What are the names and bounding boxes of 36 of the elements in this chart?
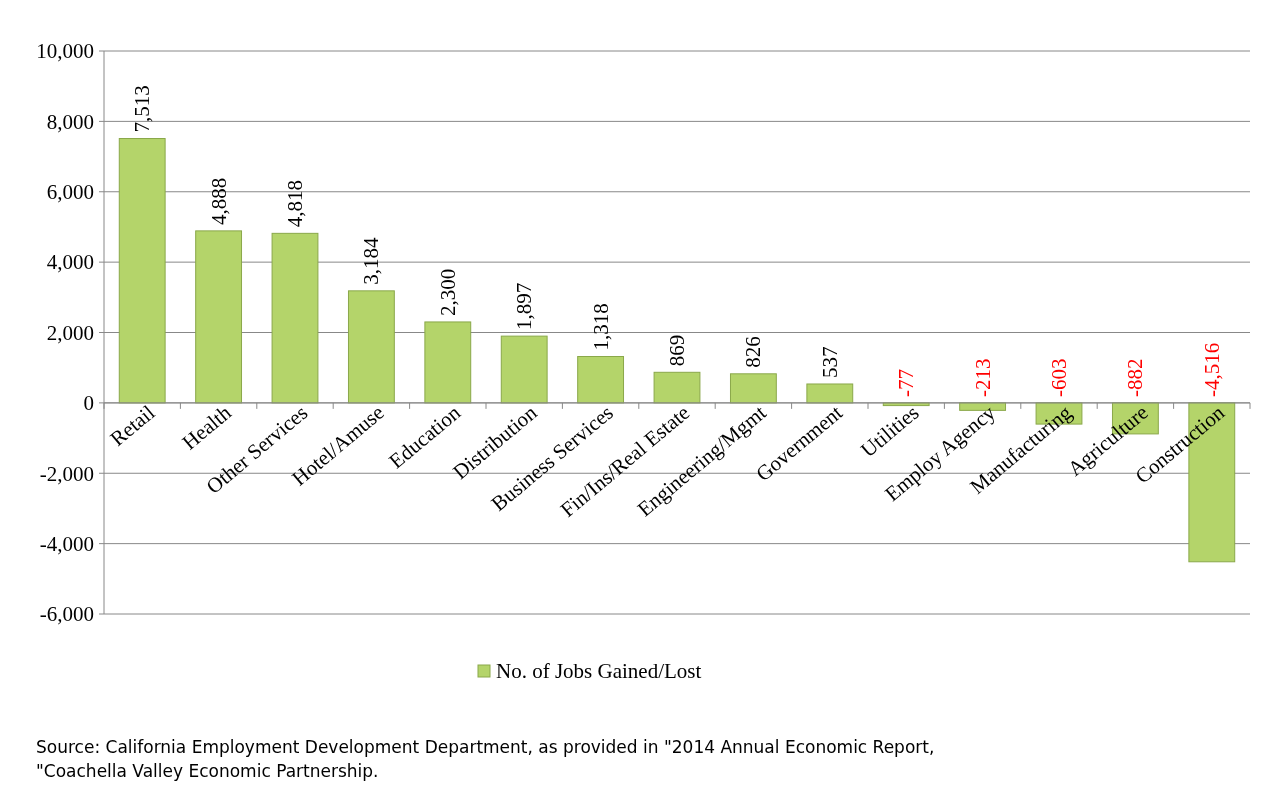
y-tick-label: 0 <box>83 391 94 416</box>
bar <box>347 290 395 404</box>
y-tick-label: 4,000 <box>46 250 94 275</box>
bar <box>500 335 548 404</box>
data-label: 537 <box>817 346 842 378</box>
bar <box>424 321 472 404</box>
data-label: -77 <box>894 368 919 397</box>
data-label: 869 <box>665 334 689 367</box>
bar <box>195 230 243 404</box>
data-label: 4,888 <box>206 177 231 225</box>
bar <box>653 371 701 404</box>
y-tick-label: -6,000 <box>39 602 94 627</box>
bar <box>118 138 166 404</box>
y-tick-label: 6,000 <box>46 180 94 205</box>
data-label: -4,516 <box>1199 342 1224 397</box>
data-label: -882 <box>1123 358 1148 397</box>
legend-label: No. of Jobs Gained/Lost <box>496 659 702 684</box>
data-label: 826 <box>741 336 766 368</box>
data-label: -213 <box>970 358 995 397</box>
y-tick-label: 2,000 <box>46 320 94 345</box>
data-label: -603 <box>1047 358 1071 397</box>
y-tick-label: -4,000 <box>39 531 94 556</box>
source-note: Source: California Employment Development Department, as provided in "2014 Annual Economic Report, "Coachella Valley Economic Partnership. <box>36 737 935 781</box>
data-label: 2,300 <box>435 268 460 316</box>
data-label: 1,318 <box>588 303 613 351</box>
y-tick-label: 10,000 <box>36 39 94 64</box>
bar <box>271 232 319 404</box>
bar <box>729 373 777 404</box>
data-label: 7,513 <box>130 85 155 133</box>
data-label: 4,818 <box>283 180 307 228</box>
y-tick-label: -2,000 <box>39 461 94 486</box>
data-label: 1,897 <box>512 282 537 331</box>
bar <box>577 356 625 404</box>
data-label: 3,184 <box>359 237 384 285</box>
y-tick-label: 8,000 <box>46 109 94 134</box>
bar <box>806 383 854 404</box>
